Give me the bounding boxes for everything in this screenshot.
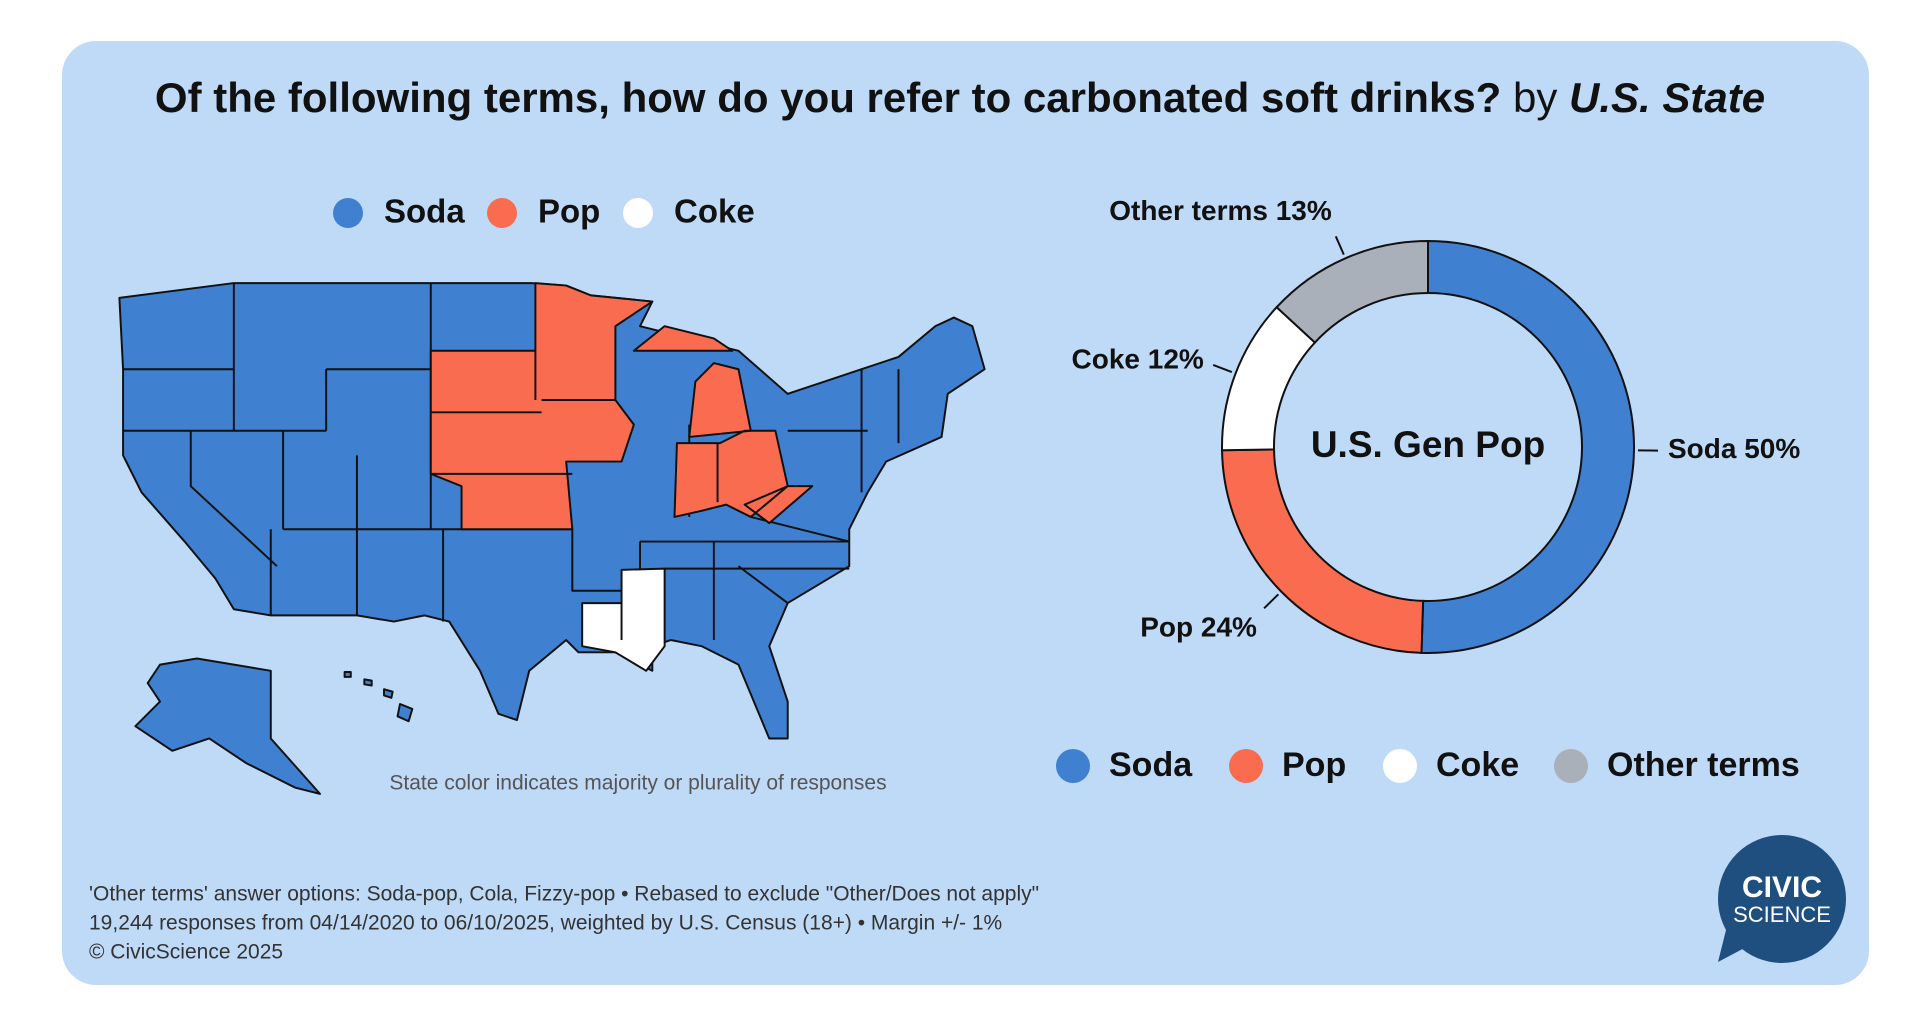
logo-badge	[1718, 835, 1846, 963]
legend-label: Coke	[1436, 746, 1519, 784]
donut-label: Pop 24%	[1140, 612, 1257, 643]
donut-label-name: Pop	[1140, 612, 1193, 643]
donut-center-label: U.S. Gen Pop	[1311, 424, 1545, 465]
donut-label: Other terms 13%	[1109, 196, 1332, 227]
leader-line	[1334, 235, 1345, 256]
legend-label: Other terms	[1607, 746, 1800, 784]
donut-label-value: 12%	[1148, 344, 1204, 375]
legend-label: Pop	[538, 193, 600, 230]
us-map	[118, 282, 986, 795]
donut-segment	[1420, 239, 1635, 654]
legend-swatch	[333, 198, 363, 228]
donut-label: Coke 12%	[1072, 344, 1204, 375]
legend-label: Coke	[674, 193, 755, 230]
title-main: Of the following terms, how do you refer…	[155, 74, 1501, 121]
donut-label-name: Other terms	[1109, 196, 1268, 227]
map-note: State color indicates majority or plural…	[389, 772, 886, 795]
logo-text: CIVIC	[1742, 871, 1822, 904]
legend-swatch	[1229, 749, 1263, 783]
leader-line	[1212, 363, 1233, 373]
title-by: by	[1513, 74, 1557, 121]
title: Of the following terms, how do you refer…	[155, 74, 1765, 121]
donut-segment	[1275, 239, 1429, 344]
map-coke	[581, 567, 666, 672]
logo-text: SCIENCE	[1733, 902, 1831, 927]
legend-swatch	[623, 198, 653, 228]
legend-swatch	[1056, 749, 1090, 783]
legend-swatch	[487, 198, 517, 228]
map-pop	[429, 282, 654, 531]
donut-label-value: 13%	[1276, 196, 1332, 227]
footer: 'Other terms' answer options: Soda-pop, …	[89, 883, 1039, 964]
donut-label-name: Coke	[1072, 344, 1140, 375]
legend-label: Soda	[384, 193, 465, 230]
legend-label: Pop	[1282, 746, 1346, 784]
logo-tail	[1718, 930, 1752, 962]
map-soda-hawaii	[343, 671, 414, 723]
donut-label-value: 24%	[1201, 612, 1257, 643]
legend-swatch	[1383, 749, 1417, 783]
donut-label-value: 50%	[1744, 433, 1800, 464]
footer-line: © CivicScience 2025	[89, 941, 283, 964]
donut-label: Soda 50%	[1668, 433, 1800, 464]
leader-line	[1263, 593, 1280, 610]
map-pop	[632, 325, 814, 525]
map-borders	[123, 283, 900, 647]
map-soda-alaska	[134, 657, 321, 795]
footer-line: 19,244 responses from 04/14/2020 to 06/1…	[89, 912, 1002, 935]
donut-label-name: Soda	[1668, 433, 1737, 464]
legend-swatch	[1554, 749, 1588, 783]
legend-label: Soda	[1109, 746, 1193, 784]
footer-line: 'Other terms' answer options: Soda-pop, …	[89, 883, 1039, 906]
title-group: U.S. State	[1569, 74, 1765, 121]
